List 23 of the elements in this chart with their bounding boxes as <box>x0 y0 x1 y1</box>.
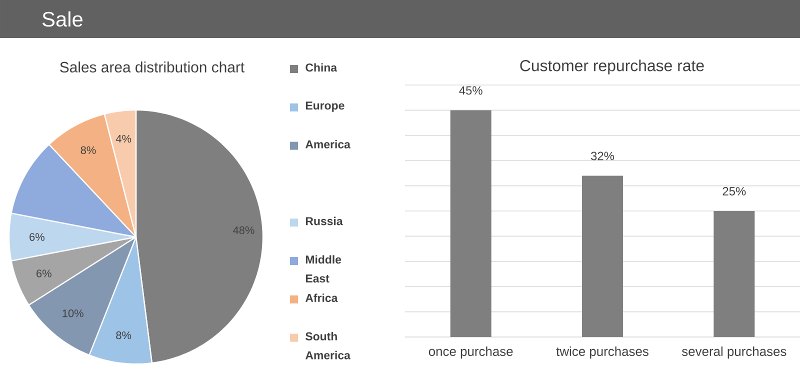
data-label: 4% <box>116 134 132 143</box>
data-label: 8% <box>116 331 132 340</box>
x-tick-label: twice purchases <box>556 346 648 359</box>
legend-label: Africa <box>305 294 338 302</box>
legend-label: Russia <box>306 216 343 226</box>
data-label: 8% <box>80 146 96 154</box>
data-label: 6% <box>36 270 52 278</box>
legend-label: South America <box>305 332 350 360</box>
data-label: 32% <box>591 152 614 160</box>
legend-label: Europe <box>306 102 344 112</box>
data-label: 48% <box>233 226 254 234</box>
chart-title: Customer repurchase rate <box>520 60 704 74</box>
legend-label: China <box>306 63 338 72</box>
data-label: 45% <box>459 86 482 95</box>
legend-label: America <box>305 140 350 148</box>
data-label: 6% <box>30 233 44 241</box>
legend-label: Middle East <box>306 255 342 283</box>
data-label: 10% <box>62 309 84 318</box>
chart-title: Sales area distribution chart <box>60 62 244 72</box>
x-tick-label: several purchases <box>682 346 786 359</box>
text: Sale <box>42 11 82 27</box>
x-tick-label: once purchase <box>428 346 513 359</box>
data-label: 25% <box>722 187 746 196</box>
